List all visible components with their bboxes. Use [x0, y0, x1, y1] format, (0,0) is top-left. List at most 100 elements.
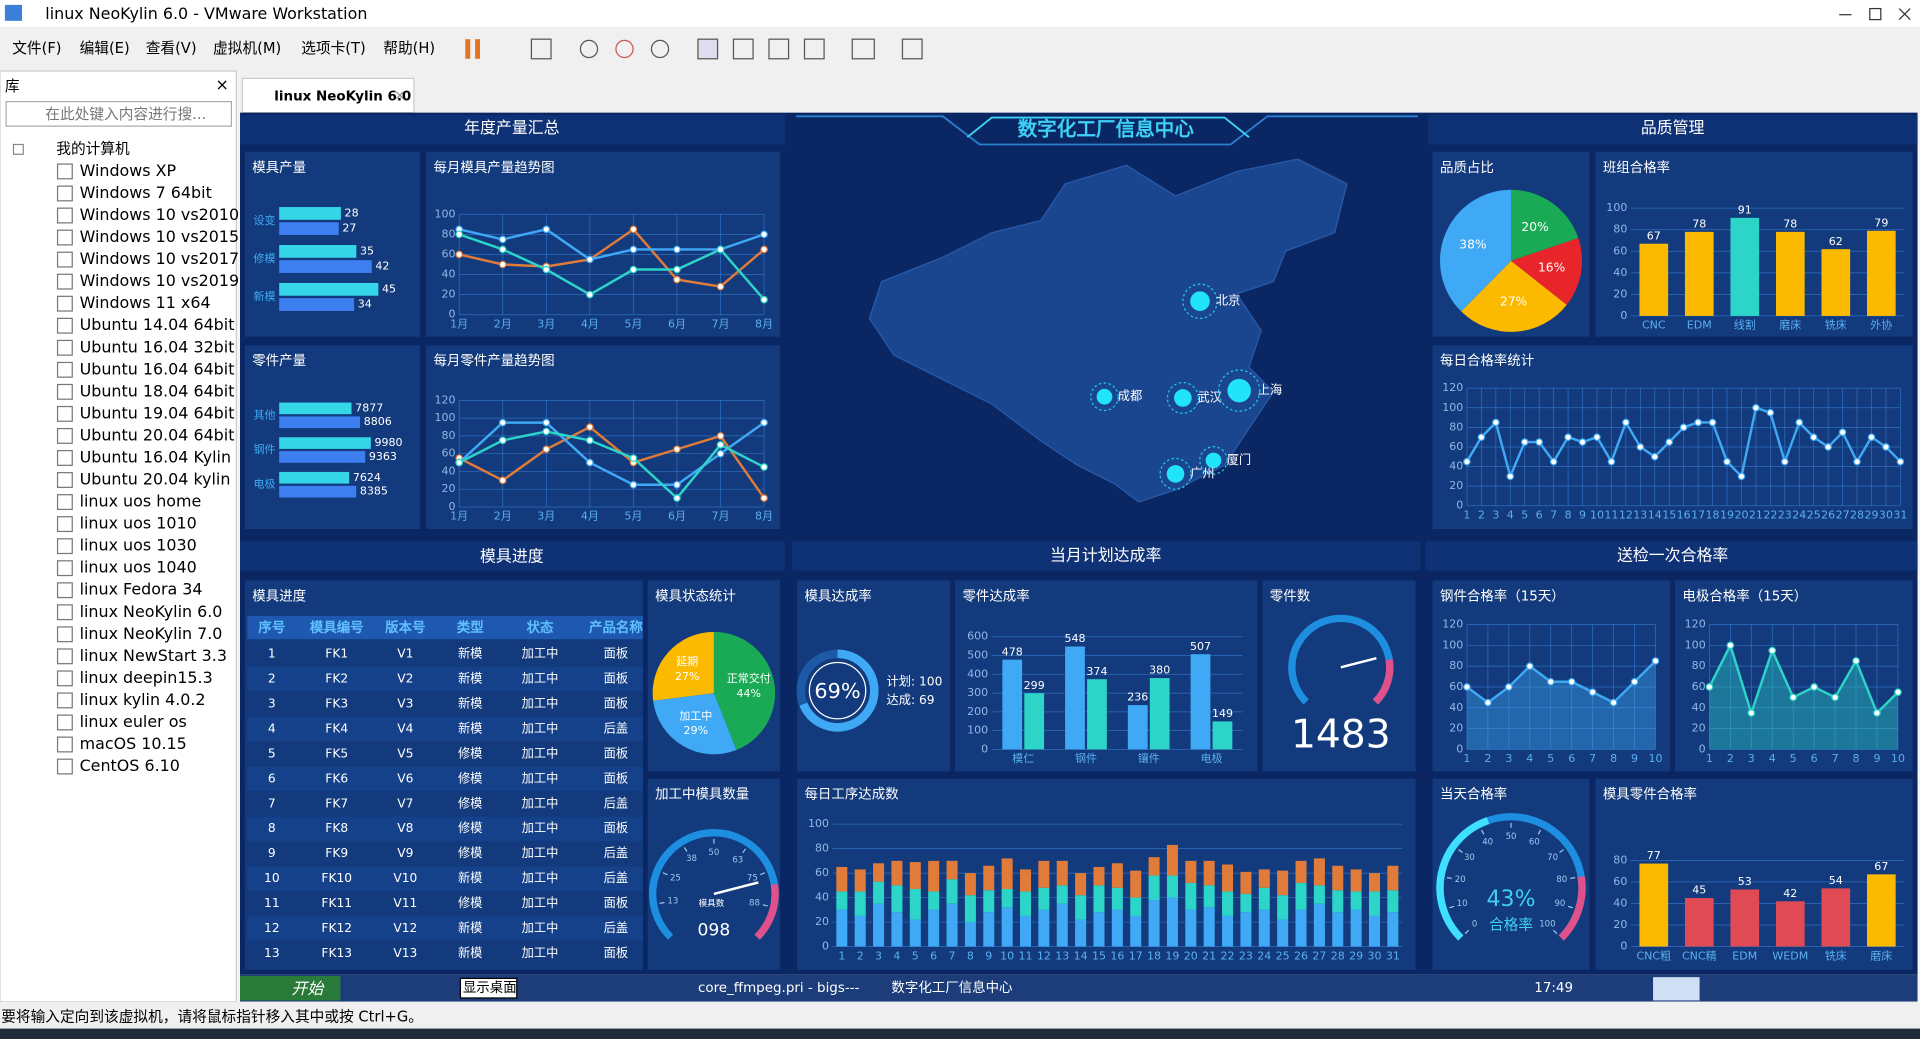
vm-icon	[56, 736, 73, 753]
y-tick-label: 0	[1620, 309, 1627, 322]
vm-item[interactable]: linux kylin 4.0.2	[80, 690, 206, 709]
tool-icon[interactable]	[650, 39, 670, 59]
bar-segment	[1313, 885, 1325, 904]
vm-icon	[56, 427, 73, 444]
y-tick-label: 600	[967, 630, 988, 643]
vm-item[interactable]: Ubuntu 20.04 kylin	[80, 470, 231, 489]
vm-item[interactable]: Ubuntu 16.04 64bit	[80, 359, 235, 378]
menu-item[interactable]: 虚拟机(M)	[213, 40, 281, 57]
vm-item[interactable]: Windows 7 64bit	[80, 183, 212, 202]
vm-item[interactable]: linux uos 1040	[80, 558, 197, 577]
restore[interactable]	[1869, 7, 1882, 21]
vm-item[interactable]: linux NeoKylin 6.0	[80, 602, 223, 621]
table-cell: 面板	[604, 946, 628, 960]
x-tick-label: 24	[1792, 509, 1806, 522]
bar	[1639, 243, 1669, 316]
point	[1781, 457, 1789, 466]
vm-item[interactable]: Ubuntu 19.04 64bit	[80, 403, 235, 422]
tool-icon[interactable]	[697, 38, 719, 60]
vm-item[interactable]: Ubuntu 20.04 64bit	[80, 425, 235, 444]
window-controls[interactable]	[1839, 7, 1911, 21]
tool-icon[interactable]	[530, 38, 552, 60]
vm-item[interactable]: Windows 11 x64	[80, 293, 211, 312]
show-desktop[interactable]	[459, 977, 518, 999]
vm-item[interactable]: Ubuntu 14.04 64bit	[80, 315, 235, 334]
vm-item[interactable]: linux uos 1010	[80, 514, 197, 533]
vm-item[interactable]: CentOS 6.10	[80, 756, 180, 775]
tool-icon[interactable]	[615, 39, 634, 59]
x-tick-label: 16	[1677, 509, 1691, 522]
pause-icon[interactable]	[475, 39, 480, 59]
vm-item[interactable]: Ubuntu 16.04 32bit	[80, 337, 235, 356]
vm-item[interactable]: linux uos 1030	[80, 536, 197, 555]
pie-slice	[1440, 189, 1512, 312]
data-label: 45	[382, 282, 396, 295]
vm-item[interactable]: Ubuntu 16.04 Kylin	[80, 447, 231, 466]
search-box[interactable]	[5, 101, 233, 127]
menu-item[interactable]: 查看(V)	[146, 40, 197, 57]
tab-bar	[240, 71, 1920, 113]
vm-item[interactable]: Windows XP	[80, 161, 177, 180]
y-tick-label: 40	[1613, 896, 1627, 909]
vm-item[interactable]: Windows 10 vs2019	[80, 271, 240, 290]
menu-item[interactable]: 选项卡(T)	[301, 40, 365, 57]
menu-item[interactable]: 帮助(H)	[383, 40, 435, 57]
table-cell: 加工中	[522, 920, 559, 935]
x-tick-label: 21	[1749, 509, 1763, 522]
tool-icon[interactable]	[901, 38, 923, 60]
tool-icon[interactable]	[768, 38, 790, 60]
library-close[interactable]: ×	[216, 75, 229, 94]
vm-item[interactable]: linux deepin15.3	[80, 668, 213, 687]
tool-icon[interactable]	[851, 38, 875, 60]
point	[1622, 418, 1630, 427]
taskbar-item[interactable]: 数字化工厂信息中心	[891, 979, 1012, 996]
close[interactable]	[1898, 8, 1911, 21]
tab-close[interactable]: ×	[394, 89, 405, 104]
city-label: 上海	[1258, 382, 1282, 397]
bar-segment	[1313, 903, 1325, 947]
tab-label[interactable]: linux NeoKylin 6.0	[274, 90, 411, 105]
menu-item[interactable]: 编辑(E)	[80, 40, 130, 57]
start-label[interactable]: 开始	[291, 979, 325, 998]
table-header-cell: 产品名称	[589, 619, 643, 636]
tree-root[interactable]: 我的计算机	[56, 140, 130, 157]
table-cell: FK5	[325, 746, 348, 760]
vm-item[interactable]: Windows 10 vs2010	[80, 205, 240, 224]
x-tick-label: 6	[1568, 752, 1575, 765]
vm-item[interactable]: linux NewStart 3.3	[80, 646, 227, 665]
vm-item[interactable]: linux uos home	[80, 492, 202, 511]
point	[542, 265, 551, 274]
point	[498, 235, 507, 244]
tree-toggle[interactable]	[12, 143, 24, 155]
search-placeholder[interactable]: 在此处键入内容进行搜...	[45, 106, 206, 123]
vm-icon	[56, 450, 73, 466]
tool-icon[interactable]	[579, 39, 599, 59]
point	[1824, 443, 1832, 451]
x-tick-label: 10	[1648, 752, 1662, 765]
point	[1463, 457, 1471, 466]
taskbar-item[interactable]: 显示桌面	[463, 980, 517, 996]
vm-item[interactable]: macOS 10.15	[80, 734, 187, 753]
tool-icon[interactable]	[803, 38, 825, 60]
point	[673, 445, 681, 454]
vm-item[interactable]: Ubuntu 18.04 64bit	[80, 381, 235, 400]
start-button[interactable]	[240, 975, 341, 1001]
vm-item[interactable]: Windows 10 vs2015	[80, 227, 240, 246]
gauge-tick-label: 40	[1482, 837, 1493, 847]
bar-segment	[1258, 909, 1270, 947]
vm-item[interactable]: linux euler os	[80, 712, 187, 731]
menu-item[interactable]: 文件(F)	[12, 40, 61, 57]
donut-inner	[808, 661, 867, 720]
tray-button[interactable]	[1653, 977, 1700, 1001]
vm-item[interactable]: Windows 10 vs2017	[80, 249, 240, 268]
section-header	[1425, 541, 1918, 571]
y-tick-label: 80	[1449, 659, 1463, 672]
tool-icon[interactable]	[732, 38, 754, 60]
taskbar-item[interactable]: core_ffmpeg.pri - bigs---	[698, 981, 860, 996]
pause-icon[interactable]	[465, 39, 471, 59]
vm-item[interactable]: linux Fedora 34	[80, 580, 203, 599]
gauge-tick-label: 25	[670, 873, 681, 883]
tab[interactable]	[241, 77, 415, 114]
vm-item[interactable]: linux NeoKylin 7.0	[80, 624, 223, 643]
x-tick-label: 29	[1349, 949, 1363, 962]
